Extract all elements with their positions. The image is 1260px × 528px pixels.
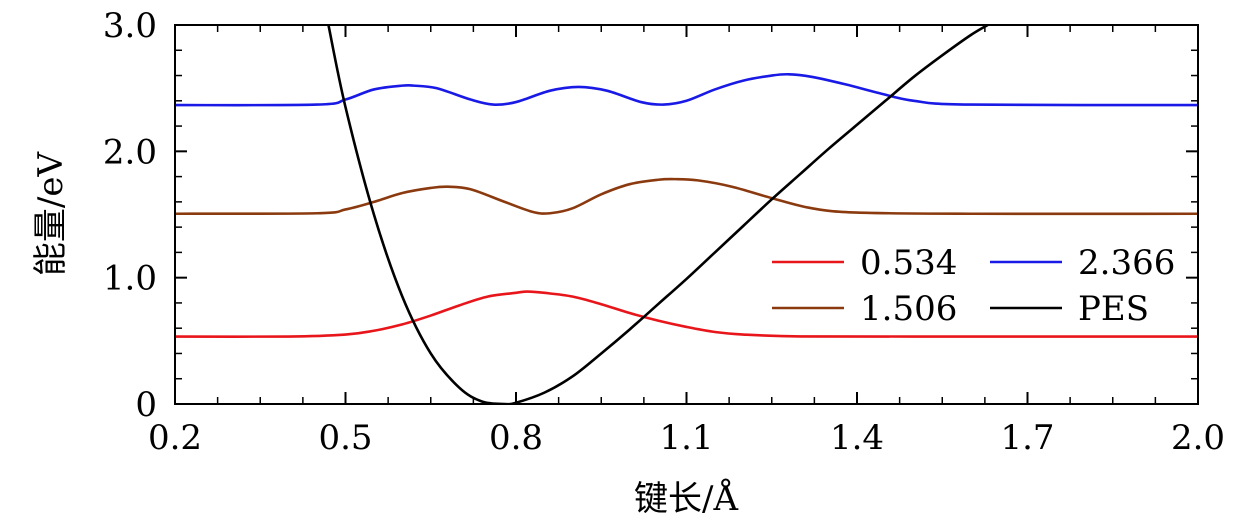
y-tick-label: 2.0 xyxy=(103,132,157,172)
series-line-0-534 xyxy=(175,290,1198,338)
series-line-2-366 xyxy=(175,72,1198,107)
legend-label: 0.534 xyxy=(860,243,957,283)
series-layer xyxy=(175,25,1198,404)
y-tick-label: 0 xyxy=(135,385,157,425)
series-line-1-506 xyxy=(175,177,1198,216)
y-axis-title: 能量/eV xyxy=(31,150,71,276)
x-tick-label: 2.0 xyxy=(1171,418,1225,458)
x-tick-label: 1.7 xyxy=(1000,418,1054,458)
y-tick-label: 1.0 xyxy=(103,259,157,299)
x-tick-label: 1.4 xyxy=(830,418,884,458)
x-axis-title: 键长/Å xyxy=(634,478,738,519)
ticks-layer: 0.2 0.5 0.8 1.1 1.4 1.7 2.0 0 1.0 2.0 3.0 xyxy=(103,6,1225,458)
x-tick-label: 1.1 xyxy=(659,418,713,458)
series-line-pes xyxy=(327,25,989,404)
y-tick-label: 3.0 xyxy=(103,6,157,46)
legend: 0.534 2.366 1.506 PES xyxy=(772,243,1175,329)
legend-label: PES xyxy=(1078,289,1149,329)
legend-label: 2.366 xyxy=(1078,243,1175,283)
x-tick-label: 0.2 xyxy=(148,418,202,458)
x-tick-label: 0.8 xyxy=(489,418,543,458)
legend-label: 1.506 xyxy=(860,289,957,329)
x-tick-label: 0.5 xyxy=(318,418,372,458)
